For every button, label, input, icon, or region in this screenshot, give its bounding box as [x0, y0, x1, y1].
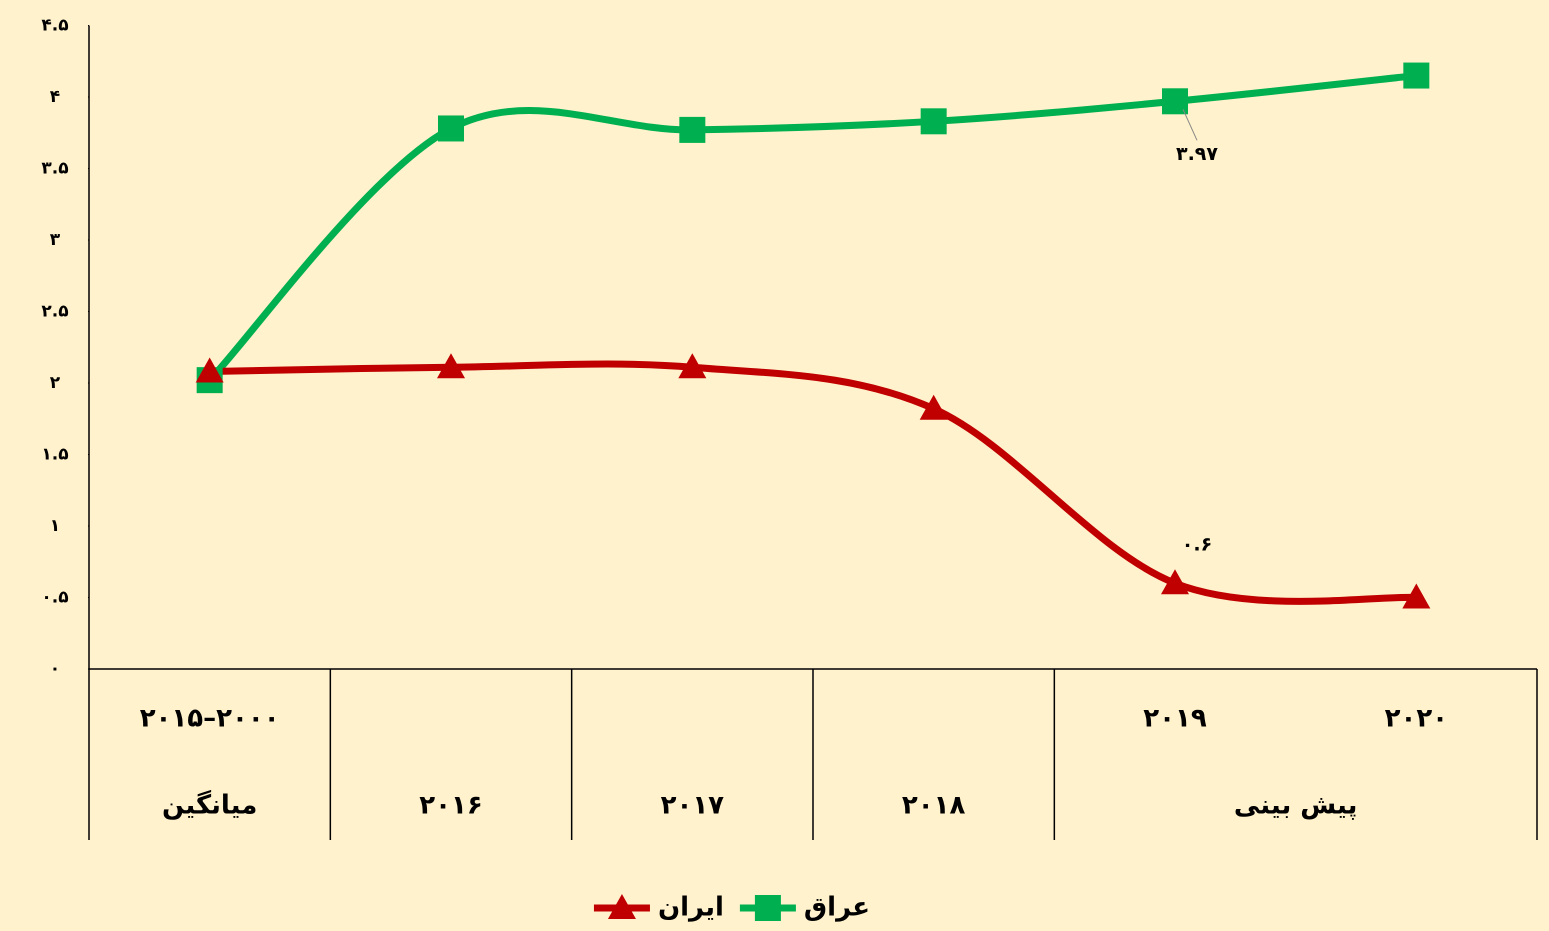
value-label: ۳.۹۷ — [1176, 143, 1218, 165]
marker — [919, 394, 948, 420]
y-tick-label: ۱.۵ — [41, 445, 68, 465]
marker — [1402, 583, 1431, 609]
marker — [1162, 88, 1188, 115]
x-tick-label: ۲۰۱۹ — [1143, 704, 1207, 734]
y-tick-label: ۰ — [50, 659, 60, 679]
category-group-label: پیش بینی — [1234, 791, 1357, 821]
label-leader — [1182, 109, 1198, 141]
marker — [678, 353, 707, 379]
marker — [920, 108, 947, 135]
x-tick-label: ۲۰۲۰ — [1385, 704, 1448, 734]
marker — [679, 116, 706, 143]
y-tick-label: ۳.۵ — [41, 159, 68, 179]
y-tick-label: ۴ — [50, 87, 60, 107]
series-line — [209, 360, 1417, 605]
category-group-label: ۲۰۱۶ — [419, 791, 482, 821]
marker — [1161, 569, 1189, 595]
y-tick-label: ۴.۵ — [41, 16, 68, 36]
y-tick-label: ۳ — [50, 230, 61, 250]
legend-label: ایران — [658, 893, 724, 923]
category-group-label: میانگین — [162, 790, 257, 821]
legend-item: ایران — [593, 893, 724, 923]
legend-item: عراق — [739, 893, 870, 923]
marker — [754, 895, 781, 921]
marker — [1403, 62, 1430, 89]
y-tick-label: ۱ — [50, 516, 60, 536]
marker — [437, 353, 465, 379]
series-line — [207, 72, 1417, 383]
category-group-label: ۲۰۱۸ — [902, 791, 966, 821]
marker — [195, 357, 224, 383]
marker — [438, 115, 464, 142]
category-group-label: ۲۰۱۷ — [661, 791, 725, 821]
y-tick-label: ۰.۵ — [41, 588, 68, 608]
value-label: ۰.۶ — [1182, 534, 1212, 556]
x-tick-label: ۲۰۱۵–۲۰۰۰ — [140, 704, 280, 734]
y-tick-label: ۲.۵ — [41, 302, 68, 322]
legend-label: عراق — [804, 893, 870, 923]
y-tick-label: ۲ — [50, 373, 61, 393]
marker — [607, 894, 636, 919]
